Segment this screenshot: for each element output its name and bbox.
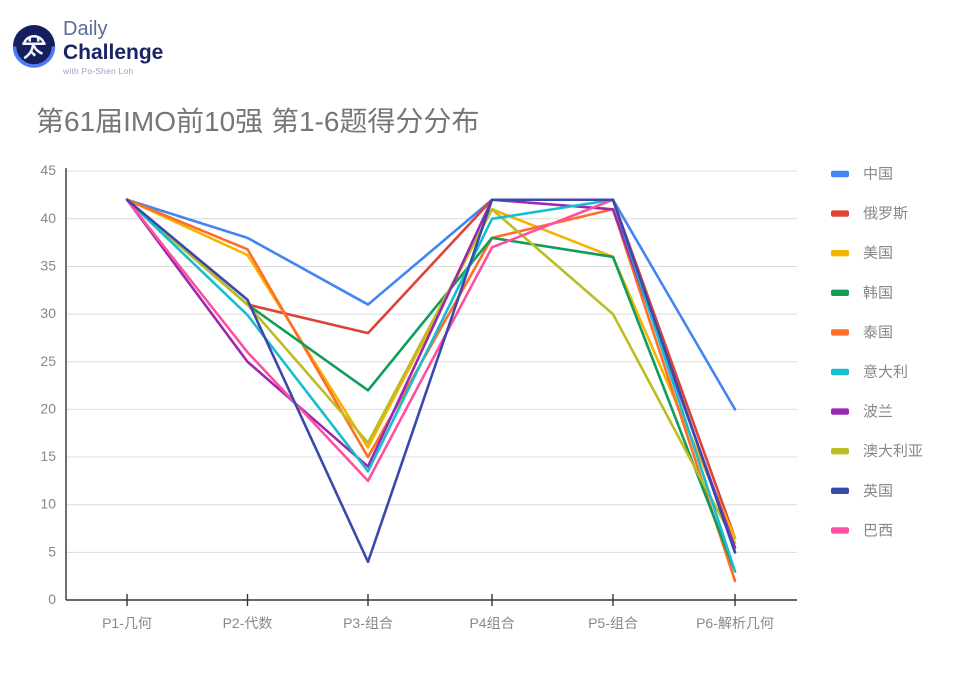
svg-text:美国: 美国 (863, 245, 893, 262)
svg-text:P4组合: P4组合 (469, 615, 514, 631)
svg-text:波兰: 波兰 (863, 404, 893, 421)
svg-text:40: 40 (40, 210, 56, 226)
svg-text:P3-组合: P3-组合 (343, 615, 393, 631)
svg-text:10: 10 (40, 496, 56, 512)
svg-text:25: 25 (40, 353, 56, 369)
svg-text:澳大利亚: 澳大利亚 (863, 443, 923, 460)
svg-text:P2-代数: P2-代数 (223, 615, 273, 631)
svg-text:P6-解析几何: P6-解析几何 (696, 615, 774, 631)
svg-text:韩国: 韩国 (863, 284, 893, 302)
svg-text:30: 30 (40, 305, 56, 321)
svg-text:20: 20 (40, 400, 56, 416)
svg-text:0: 0 (48, 591, 56, 607)
svg-text:35: 35 (40, 257, 56, 273)
svg-text:5: 5 (48, 543, 56, 559)
svg-text:P5-组合: P5-组合 (588, 615, 638, 631)
svg-text:巴西: 巴西 (863, 522, 893, 539)
svg-text:泰国: 泰国 (863, 324, 893, 341)
svg-text:俄罗斯: 俄罗斯 (863, 205, 908, 223)
svg-text:英国: 英国 (863, 483, 893, 500)
svg-text:P1-几何: P1-几何 (102, 615, 152, 631)
svg-text:45: 45 (40, 162, 56, 178)
svg-text:中国: 中国 (863, 166, 893, 183)
svg-text:意大利: 意大利 (863, 364, 908, 381)
svg-text:15: 15 (40, 448, 56, 464)
